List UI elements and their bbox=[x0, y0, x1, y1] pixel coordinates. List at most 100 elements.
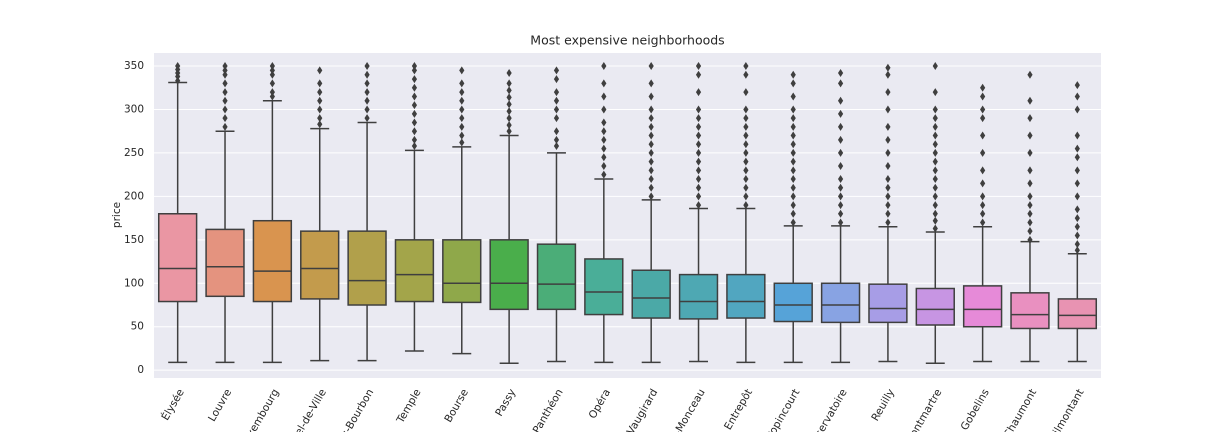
outlier bbox=[695, 114, 702, 123]
outlier bbox=[695, 131, 702, 140]
outlier bbox=[837, 218, 844, 227]
box bbox=[205, 228, 245, 298]
x-tick-label: Temple bbox=[394, 387, 424, 426]
box bbox=[300, 230, 340, 300]
outlier bbox=[459, 66, 465, 75]
y-tick-label: 300 bbox=[124, 103, 144, 115]
outlier bbox=[317, 66, 323, 75]
outlier bbox=[695, 157, 702, 166]
outlier bbox=[411, 66, 418, 75]
outlier bbox=[837, 183, 844, 192]
outlier bbox=[837, 161, 844, 170]
x-tick-label: Observatoire bbox=[805, 387, 849, 432]
outlier bbox=[222, 105, 228, 114]
outlier bbox=[790, 122, 796, 131]
outlier bbox=[553, 135, 560, 144]
outlier bbox=[837, 201, 844, 210]
outlier bbox=[790, 201, 796, 210]
outlier bbox=[1074, 131, 1080, 140]
outlier bbox=[695, 166, 702, 175]
outlier bbox=[364, 62, 370, 71]
outlier bbox=[695, 122, 702, 131]
x-tick-label: Gobelins bbox=[959, 387, 992, 432]
outlier bbox=[553, 66, 560, 75]
outlier bbox=[506, 114, 512, 123]
box bbox=[962, 285, 1003, 328]
box bbox=[536, 243, 577, 311]
outlier bbox=[459, 105, 465, 114]
outlier bbox=[411, 101, 418, 110]
outlier bbox=[980, 201, 986, 210]
x-tick-label: Ménilmontant bbox=[1040, 387, 1087, 432]
outlier bbox=[932, 183, 938, 192]
outlier bbox=[648, 183, 654, 192]
outlier bbox=[980, 209, 986, 218]
outlier bbox=[837, 68, 844, 77]
outlier bbox=[411, 135, 418, 144]
outlier bbox=[648, 105, 654, 114]
x-tick-label: Passy bbox=[493, 387, 518, 419]
outlier bbox=[980, 166, 986, 175]
outlier bbox=[553, 75, 560, 84]
outlier bbox=[222, 114, 228, 123]
outlier bbox=[980, 218, 986, 227]
outlier bbox=[790, 131, 796, 140]
outlier bbox=[364, 96, 370, 105]
outlier bbox=[1074, 144, 1080, 153]
outlier bbox=[411, 118, 418, 127]
outlier bbox=[743, 192, 749, 201]
outlier bbox=[317, 114, 323, 123]
outlier bbox=[1074, 92, 1080, 101]
outlier bbox=[459, 122, 465, 131]
outlier bbox=[1074, 153, 1080, 162]
outlier bbox=[459, 114, 465, 123]
outlier bbox=[553, 127, 560, 136]
outlier bbox=[743, 175, 749, 184]
outlier bbox=[885, 201, 891, 210]
outlier bbox=[885, 122, 891, 131]
outlier bbox=[1027, 148, 1033, 157]
outlier bbox=[222, 62, 228, 71]
box bbox=[394, 239, 435, 303]
y-tick-label: 350 bbox=[124, 60, 144, 72]
x-tick-label: Popincourt bbox=[764, 387, 802, 432]
outlier bbox=[790, 218, 796, 227]
box bbox=[915, 287, 955, 326]
outlier bbox=[1027, 96, 1033, 105]
box bbox=[1010, 292, 1050, 330]
outlier bbox=[980, 179, 986, 188]
outlier bbox=[932, 192, 938, 201]
outlier bbox=[1074, 222, 1080, 231]
outlier bbox=[317, 105, 323, 114]
outlier bbox=[506, 127, 512, 136]
outlier bbox=[269, 88, 275, 97]
outlier bbox=[601, 161, 607, 170]
outlier bbox=[837, 209, 844, 218]
outlier bbox=[601, 135, 607, 144]
x-tick-label: Hôtel-de-Ville bbox=[283, 387, 328, 432]
outlier bbox=[175, 76, 181, 85]
outlier bbox=[648, 148, 654, 157]
outlier bbox=[695, 175, 702, 184]
y-tick-label: 200 bbox=[124, 190, 144, 202]
outlier bbox=[885, 135, 891, 144]
box bbox=[773, 282, 813, 323]
outlier bbox=[695, 88, 702, 97]
outlier bbox=[932, 157, 938, 166]
outlier bbox=[553, 105, 560, 114]
outlier bbox=[1074, 240, 1080, 249]
outlier bbox=[1074, 205, 1080, 214]
outlier bbox=[790, 166, 796, 175]
outlier bbox=[459, 96, 465, 105]
box bbox=[157, 213, 198, 303]
outlier bbox=[364, 79, 370, 88]
outlier bbox=[1027, 114, 1033, 123]
outlier bbox=[932, 224, 938, 233]
outlier bbox=[601, 170, 607, 179]
outlier bbox=[411, 141, 418, 150]
outlier bbox=[364, 70, 370, 79]
outlier bbox=[790, 105, 796, 114]
outlier bbox=[553, 114, 560, 123]
x-tick-label: Luxembourg bbox=[238, 387, 281, 432]
x-tick-label: Reuilly bbox=[869, 387, 897, 423]
